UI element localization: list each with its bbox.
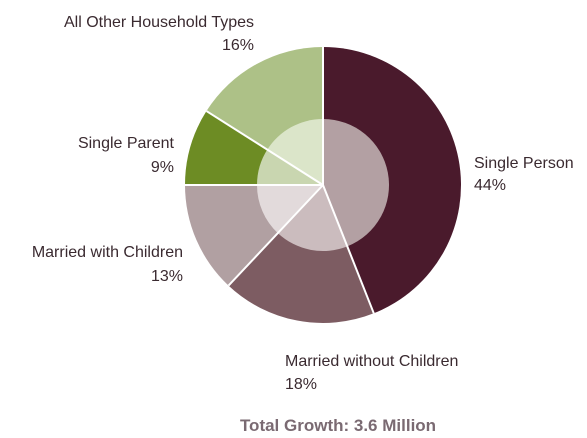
slice-inner-single-parent xyxy=(257,149,323,185)
slice-inner-all-other-household-types xyxy=(267,119,323,185)
pct-married-without-children: 18% xyxy=(285,376,317,393)
slice-single-person xyxy=(323,47,462,314)
label-all-other-household-types: All Other Household Types xyxy=(64,14,254,31)
slice-divider-1 xyxy=(322,184,375,314)
slice-dividers xyxy=(185,47,375,314)
label-married-without-children: Married without Children xyxy=(285,353,458,370)
label-married-with-children: Married with Children xyxy=(32,244,183,261)
pct-all-other-household-types: 16% xyxy=(222,37,254,54)
slice-inner-single-person xyxy=(323,118,390,247)
slice-divider-4 xyxy=(205,110,324,186)
slice-inner-married-without-children xyxy=(277,185,348,252)
slice-divider-2 xyxy=(227,184,324,287)
pct-single-person: 44% xyxy=(474,177,506,194)
pct-single-parent: 9% xyxy=(151,159,174,176)
pie-inner-slices xyxy=(257,118,390,252)
slice-inner-married-with-children xyxy=(257,185,323,234)
total-growth-footer: Total Growth: 3.6 Million xyxy=(240,416,436,435)
slice-married-without-children xyxy=(228,185,374,324)
pct-married-with-children: 13% xyxy=(151,268,183,285)
label-single-person: Single Person xyxy=(474,155,574,172)
label-single-parent: Single Parent xyxy=(78,135,175,152)
